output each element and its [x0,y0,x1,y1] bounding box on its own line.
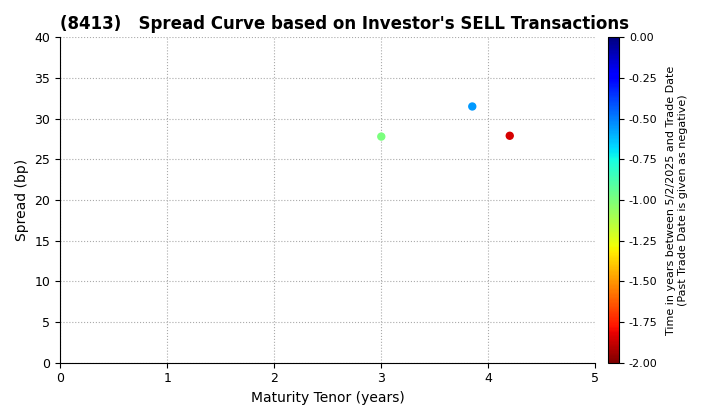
Y-axis label: Time in years between 5/2/2025 and Trade Date
(Past Trade Date is given as negat: Time in years between 5/2/2025 and Trade… [666,66,688,335]
Point [504,132,516,139]
Point [467,103,478,110]
Point [376,133,387,140]
Text: (8413)   Spread Curve based on Investor's SELL Transactions: (8413) Spread Curve based on Investor's … [60,15,629,33]
Y-axis label: Spread (bp): Spread (bp) [15,159,29,241]
X-axis label: Maturity Tenor (years): Maturity Tenor (years) [251,391,405,405]
